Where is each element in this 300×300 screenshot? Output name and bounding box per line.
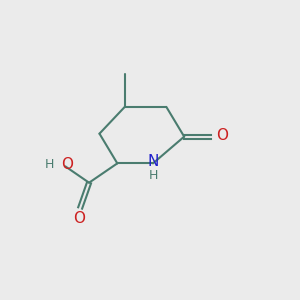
Text: O: O <box>73 211 85 226</box>
Text: N: N <box>147 154 159 169</box>
Text: H: H <box>45 158 55 171</box>
Text: H: H <box>148 169 158 182</box>
Text: O: O <box>216 128 228 142</box>
Text: O: O <box>61 158 73 172</box>
